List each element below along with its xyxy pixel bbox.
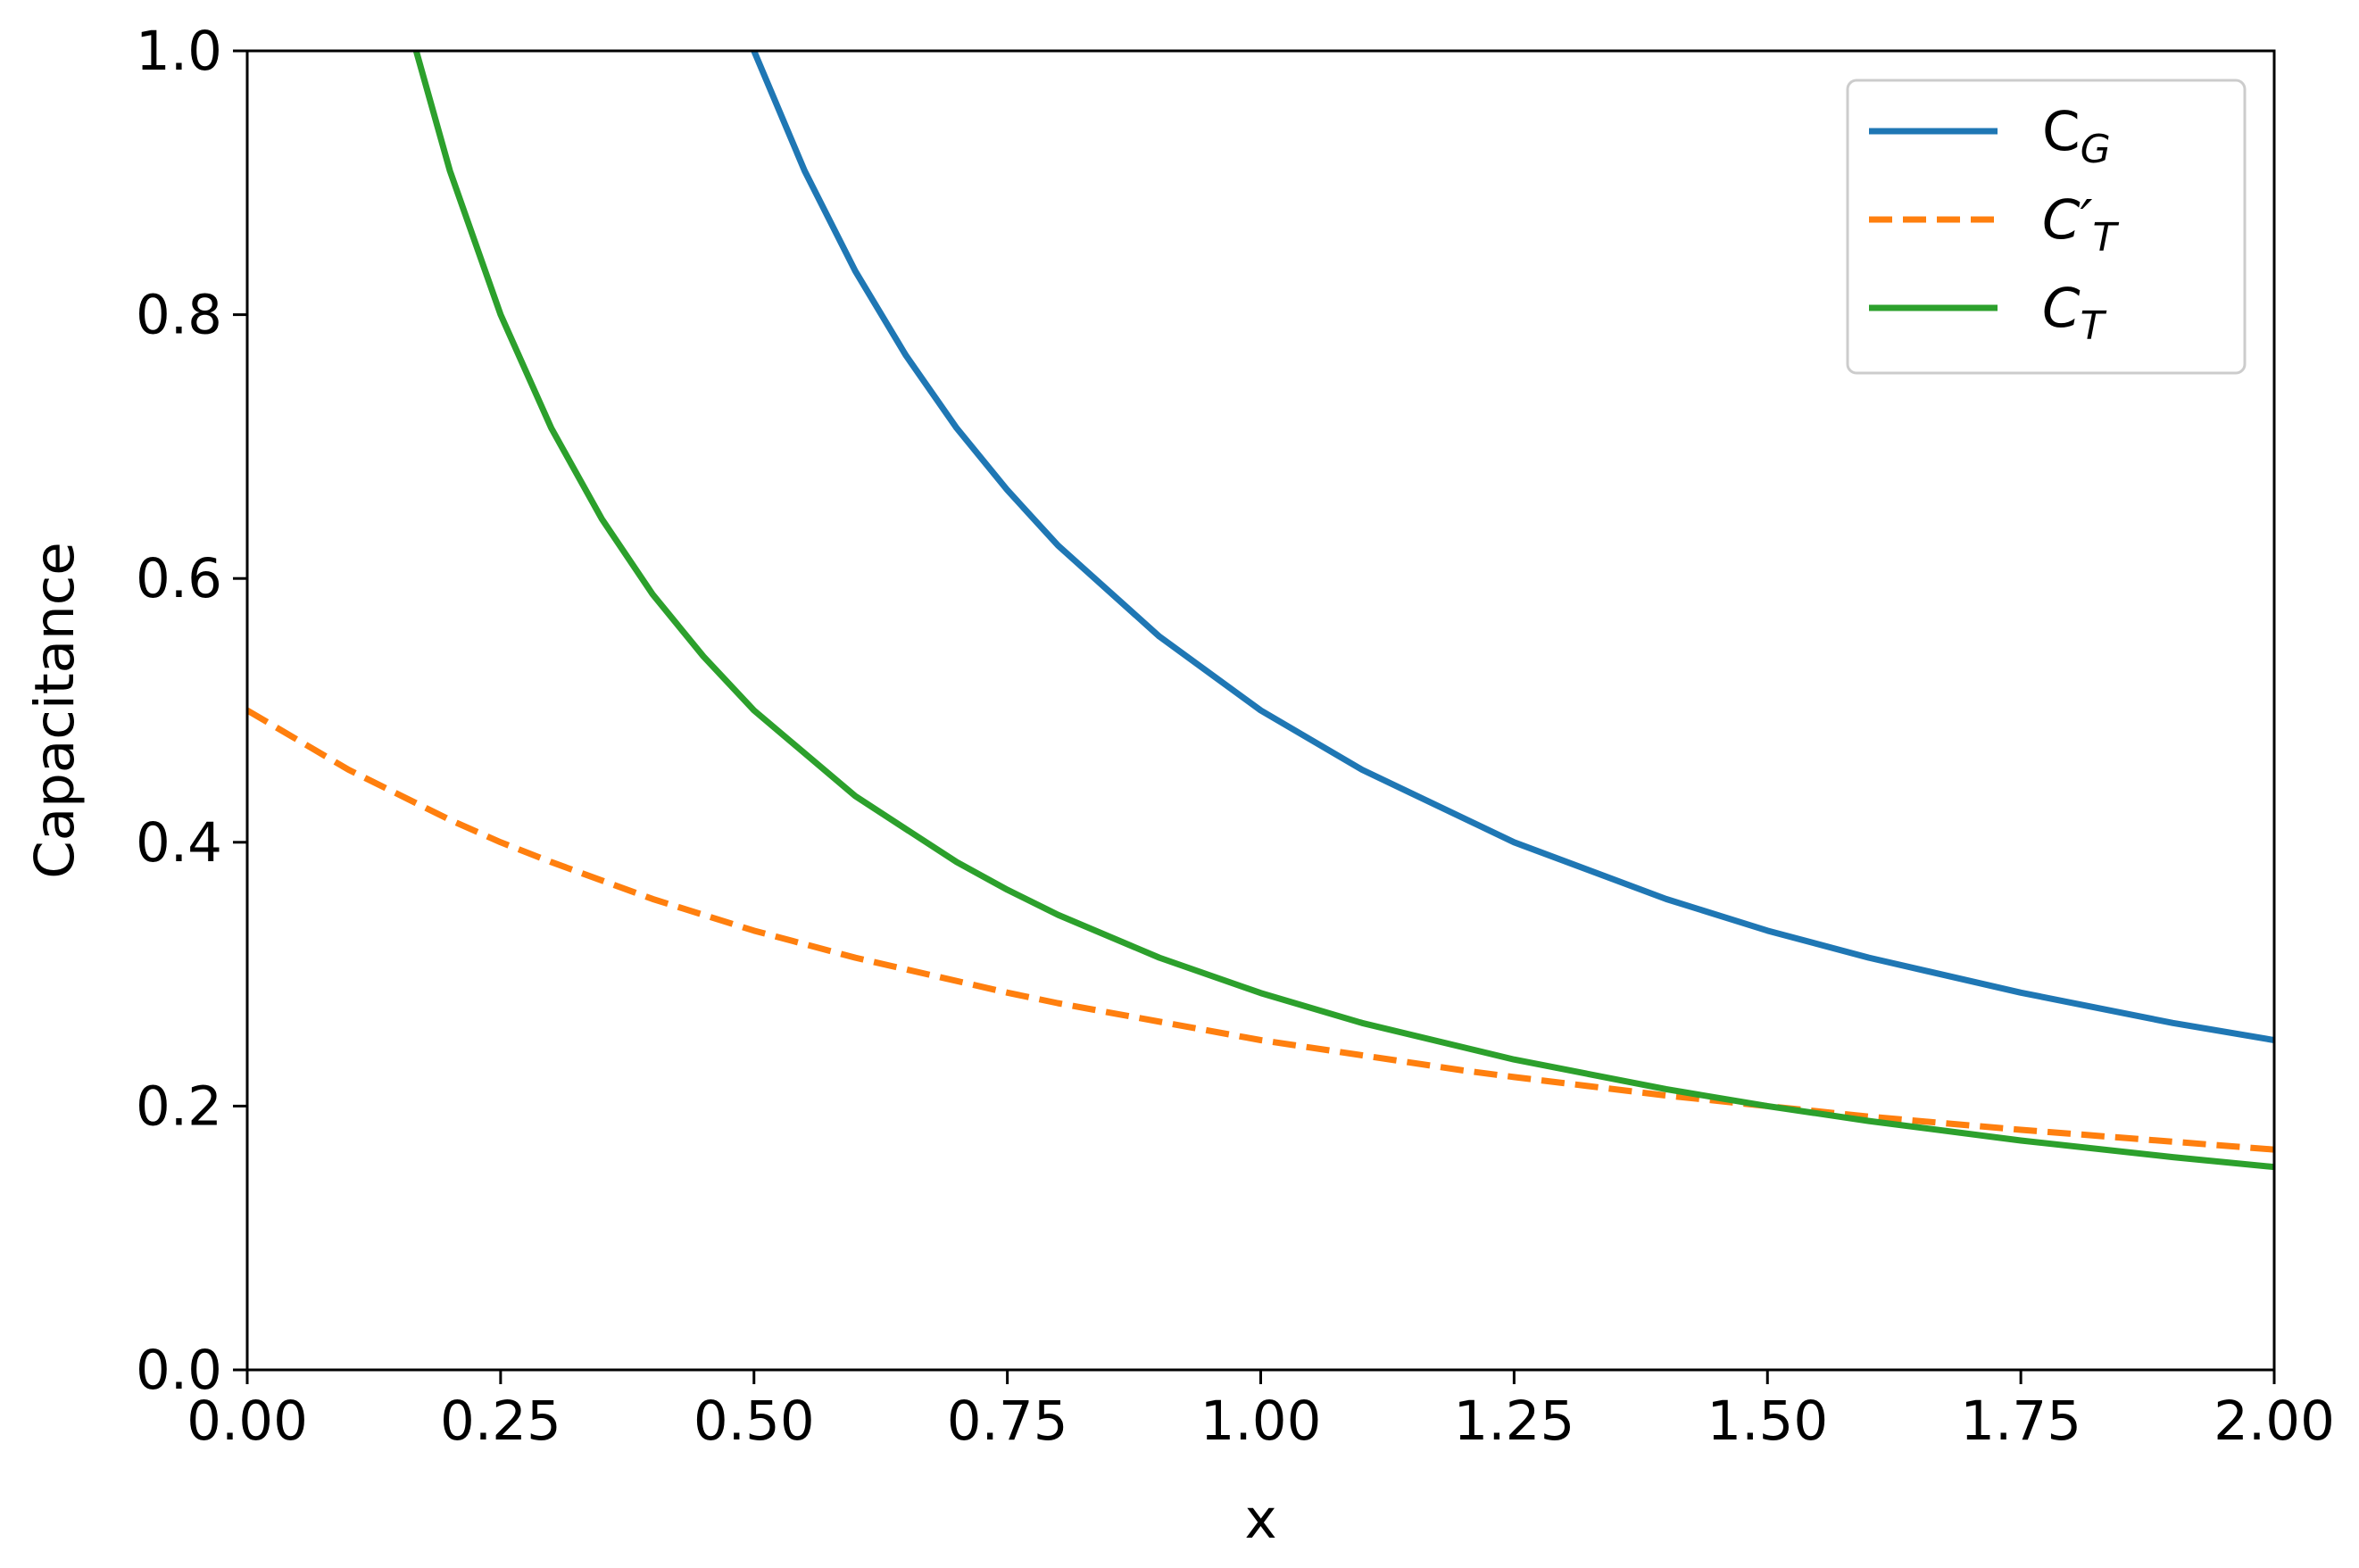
x-tick-label: 1.25	[1453, 1390, 1574, 1453]
x-tick-label: 1.75	[1960, 1390, 2081, 1453]
x-tick-label: 0.25	[440, 1390, 561, 1453]
y-tick-label: 0.0	[136, 1339, 222, 1402]
y-tick-label: 0.4	[136, 811, 222, 875]
y-tick-label: 0.8	[136, 284, 222, 347]
x-tick-label: 0.50	[694, 1390, 815, 1453]
x-axis-label: x	[1244, 1488, 1276, 1551]
x-tick-label: 2.00	[2214, 1390, 2335, 1453]
legend-label-1: CG	[2042, 100, 2111, 172]
x-tick-label: 1.00	[1200, 1390, 1322, 1453]
series-line-3	[412, 51, 2274, 1171]
plot-area	[247, 51, 2274, 1171]
series-line-2	[247, 707, 2274, 1153]
y-tick-label: 0.2	[136, 1074, 222, 1138]
legend: CG C′T CT	[1846, 79, 2247, 375]
legend-box	[1846, 79, 2247, 375]
series-line-1	[751, 51, 2274, 1043]
y-axis-label: Capacitance	[23, 542, 87, 879]
legend-label-3: CT	[2042, 277, 2107, 349]
legend-label-2: C′T	[2042, 188, 2119, 261]
x-tick-label: 0.75	[947, 1390, 1068, 1453]
y-tick-label: 1.0	[136, 20, 222, 83]
y-tick-label: 0.6	[136, 547, 222, 610]
axes: 0.00 0.25 0.50 0.75 1.00 1.25 1.50 1.75 2.00 0.0 0…	[23, 20, 2335, 1551]
x-tick-label: 1.50	[1707, 1390, 1828, 1453]
x-tick-label: 0.00	[187, 1390, 308, 1453]
